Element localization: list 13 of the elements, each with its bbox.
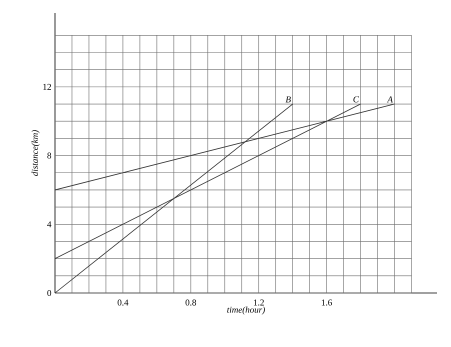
- x-tick-label: 0.4: [118, 300, 128, 306]
- y-tick-label: 0: [47, 290, 52, 296]
- y-tick-label: 8: [47, 152, 52, 159]
- x-axis-title: time(hour): [227, 306, 265, 315]
- x-tick-label: 0.8: [186, 300, 196, 306]
- series-label: A: [386, 96, 393, 102]
- series-label: B: [286, 96, 291, 102]
- x-tick-label: 1.2: [254, 300, 264, 306]
- y-axis-title: distance(km): [32, 130, 40, 176]
- y-tick-label: 4: [47, 221, 52, 228]
- y-tick-label: 12: [43, 84, 51, 90]
- x-tick-label: 1.6: [322, 300, 332, 306]
- series-label: C: [353, 96, 359, 102]
